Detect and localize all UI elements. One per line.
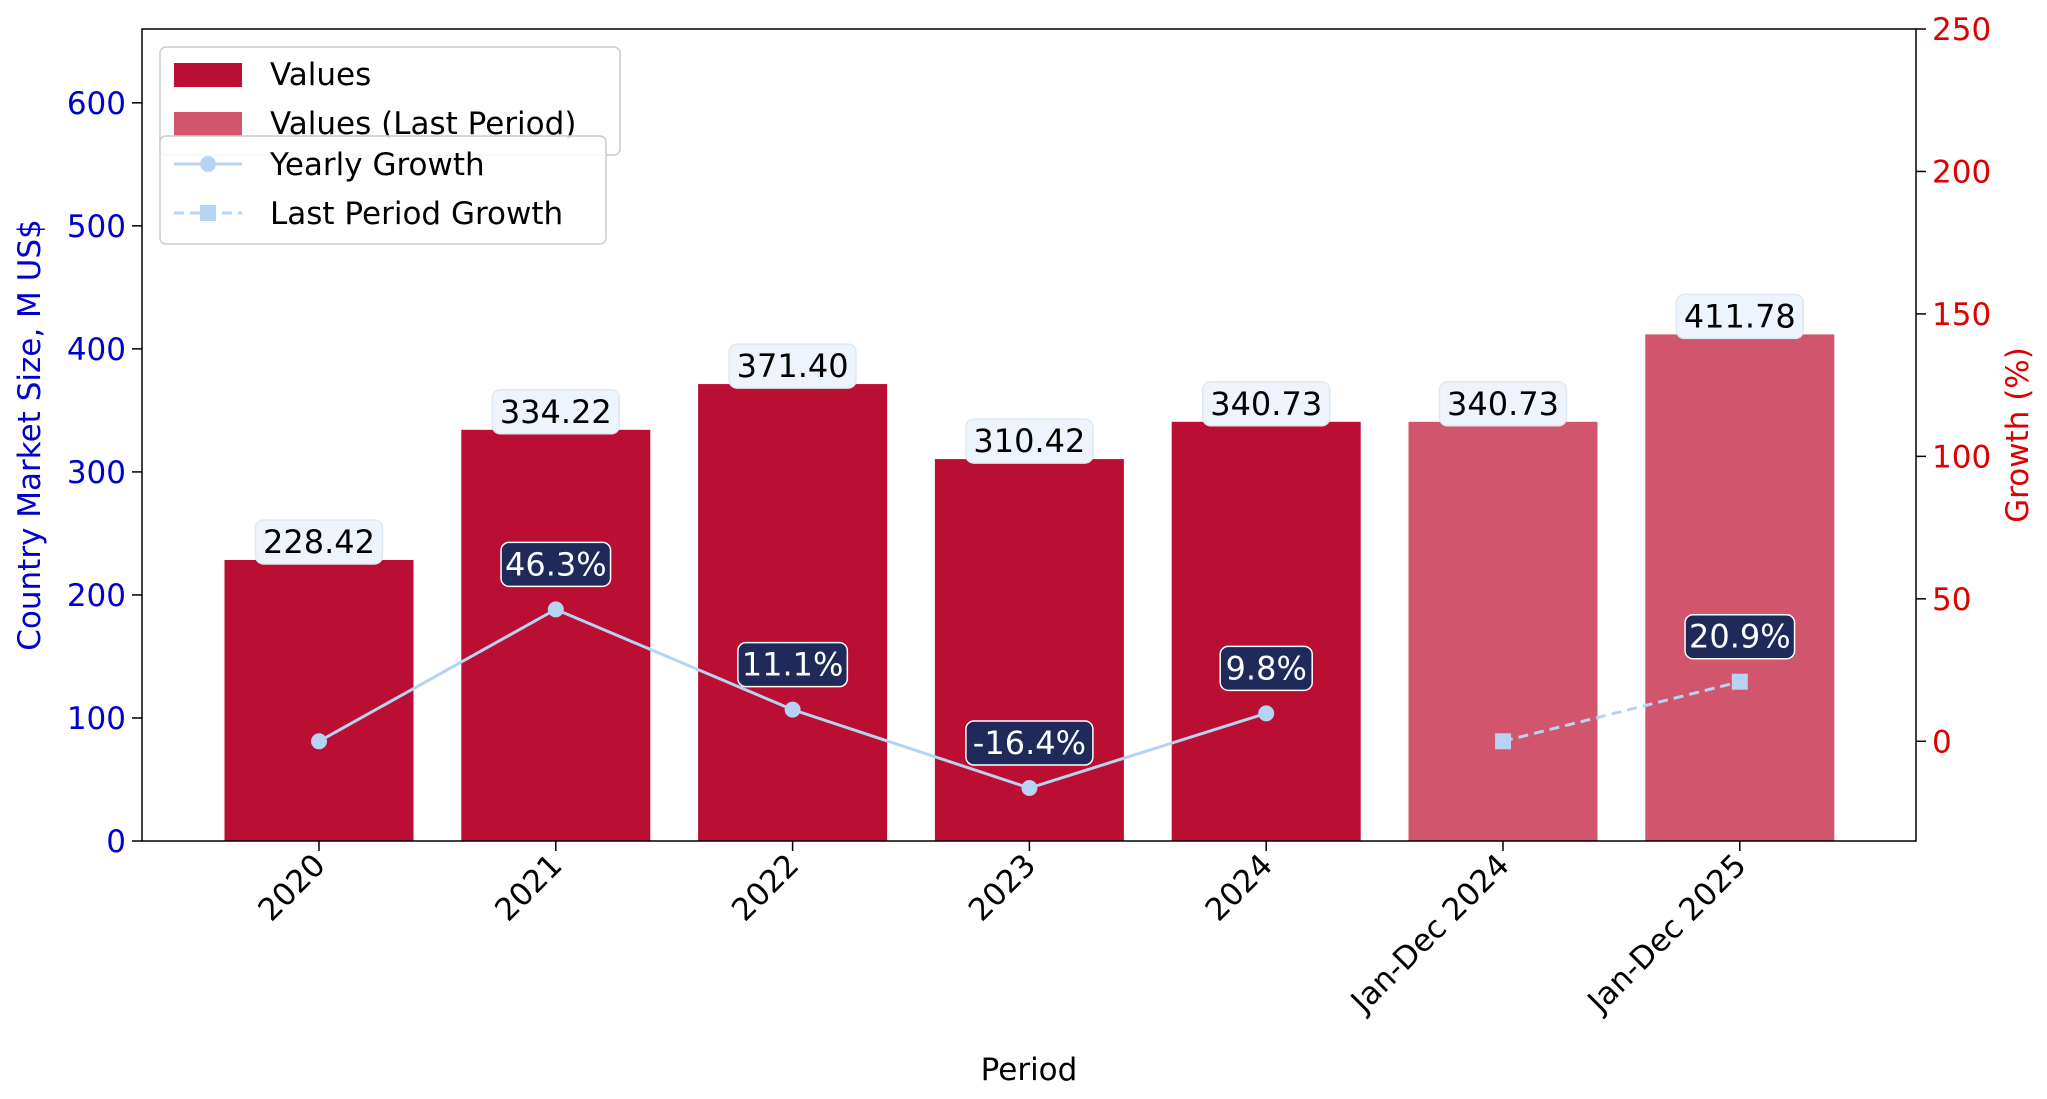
x-tick-label-2023: 2023 xyxy=(962,847,1043,928)
label-last-period-growth-jan-dec-2025-box xyxy=(1684,613,1796,660)
label-values-2022-box xyxy=(728,343,857,389)
y-left-tick-label-500: 500 xyxy=(67,209,126,245)
label-values-2024: 340.73 xyxy=(1201,381,1331,427)
label-values-2023: 310.42 xyxy=(965,418,1094,464)
y-axis-left-title: Country Market Size, M US$ xyxy=(12,219,48,650)
bar-values-2021 xyxy=(461,429,651,841)
y-left-tick-label-400: 400 xyxy=(67,332,126,368)
point-last-period-growth-jan-dec-2025 xyxy=(1731,673,1748,690)
y-left-tick-label-200: 200 xyxy=(67,578,126,614)
y-right-tick-label-100: 100 xyxy=(1932,439,1991,475)
label-values-last-period-jan-dec-2024: 340.73 xyxy=(1438,381,1568,427)
legend-swatch-values xyxy=(174,63,242,87)
y-right-tick-label-150: 150 xyxy=(1932,297,1991,333)
label-values-2023-box xyxy=(965,418,1094,464)
x-tick-label-jan-dec-2024: Jan-Dec 2024 xyxy=(1343,847,1517,1021)
legend-swatch-values-last-period xyxy=(174,112,242,136)
label-yearly-growth-2021-text: 46.3% xyxy=(505,545,607,583)
point-last-period-growth-jan-dec-2024 xyxy=(1495,733,1511,750)
legend-lines: Yearly Growth Last Period Growth xyxy=(159,135,607,245)
label-yearly-growth-2024-box xyxy=(1219,645,1313,692)
y-left-tick-label-0: 0 xyxy=(106,824,126,860)
y-left-tick-label-100: 100 xyxy=(67,701,126,737)
label-yearly-growth-2023: -16.4% xyxy=(965,720,1094,766)
x-tick-label-2024: 2024 xyxy=(1199,847,1280,928)
label-yearly-growth-2024: 9.8% xyxy=(1219,645,1313,692)
x-axis-title: Period xyxy=(981,1052,1078,1088)
label-yearly-growth-2023-box xyxy=(965,720,1094,766)
label-values-2020-box xyxy=(254,519,384,565)
line-last-period-growth xyxy=(1502,680,1741,743)
x-tick-label-2021: 2021 xyxy=(488,847,569,928)
label-values-2024-text: 340.73 xyxy=(1210,385,1322,423)
label-last-period-growth-jan-dec-2025-text: 20.9% xyxy=(1689,618,1791,656)
label-values-2023-text: 310.42 xyxy=(973,422,1085,460)
y-right-tick-label-200: 200 xyxy=(1932,154,1991,190)
point-yearly-growth-2023 xyxy=(1021,780,1038,797)
label-yearly-growth-2021-box xyxy=(500,541,612,588)
label-values-2021-box xyxy=(491,389,621,435)
label-last-period-growth-jan-dec-2025: 20.9% xyxy=(1684,613,1796,660)
point-yearly-growth-2021 xyxy=(547,601,564,618)
label-values-2021: 334.22 xyxy=(491,389,621,435)
label-values-last-period-jan-dec-2024-box xyxy=(1438,381,1568,427)
label-values-last-period-jan-dec-2025-box xyxy=(1675,293,1805,340)
x-tick-label-jan-dec-2025: Jan-Dec 2025 xyxy=(1580,847,1754,1021)
legend-label-last-period-growth: Last Period Growth xyxy=(270,196,563,232)
point-yearly-growth-2024 xyxy=(1258,705,1275,722)
legend-label-values: Values xyxy=(270,57,371,93)
bar-values-last-period-jan-dec-2025 xyxy=(1645,334,1835,841)
x-tick-label-2020: 2020 xyxy=(251,847,332,928)
label-values-2020: 228.42 xyxy=(254,519,384,565)
label-yearly-growth-2023-text: -16.4% xyxy=(973,724,1086,762)
label-values-2021-text: 334.22 xyxy=(500,393,612,431)
y-right-tick-label-0: 0 xyxy=(1932,724,1952,760)
y-left-tick-label-300: 300 xyxy=(67,455,126,491)
point-yearly-growth-2022 xyxy=(784,701,801,718)
bar-values-2022 xyxy=(698,384,888,841)
label-values-2020-text: 228.42 xyxy=(263,523,375,561)
bar-values-2024 xyxy=(1171,421,1361,841)
legend-label-yearly-growth: Yearly Growth xyxy=(269,147,485,183)
label-yearly-growth-2022-box xyxy=(737,641,849,688)
label-yearly-growth-2022-text: 11.1% xyxy=(742,646,844,684)
label-values-2022-text: 371.40 xyxy=(737,347,849,385)
point-yearly-growth-2020 xyxy=(311,733,327,750)
label-values-last-period-jan-dec-2025-text: 411.78 xyxy=(1684,297,1796,335)
label-yearly-growth-2024-text: 9.8% xyxy=(1226,649,1307,687)
label-values-last-period-jan-dec-2025: 411.78 xyxy=(1675,293,1805,340)
legend-lines-frame xyxy=(159,135,607,245)
y-axis-right-title: Growth (%) xyxy=(2000,347,2036,523)
label-values-last-period-jan-dec-2024-text: 340.73 xyxy=(1447,385,1559,423)
y-right-tick-label-250: 250 xyxy=(1932,12,1991,48)
legend-marker-yearly-growth xyxy=(200,156,216,172)
y-left-tick-label-600: 600 xyxy=(67,86,126,122)
label-yearly-growth-2021: 46.3% xyxy=(500,541,612,588)
bar-values-2023 xyxy=(934,459,1124,841)
y-right-tick-label-50: 50 xyxy=(1932,582,1971,618)
x-tick-label-2022: 2022 xyxy=(725,847,806,928)
bar-values-2020 xyxy=(224,559,414,841)
legend-marker-last-period-growth xyxy=(200,205,216,221)
label-yearly-growth-2022: 11.1% xyxy=(737,641,849,688)
bar-values-last-period-jan-dec-2024 xyxy=(1408,421,1598,841)
label-values-2022: 371.40 xyxy=(728,343,857,389)
label-values-2024-box xyxy=(1201,381,1331,427)
